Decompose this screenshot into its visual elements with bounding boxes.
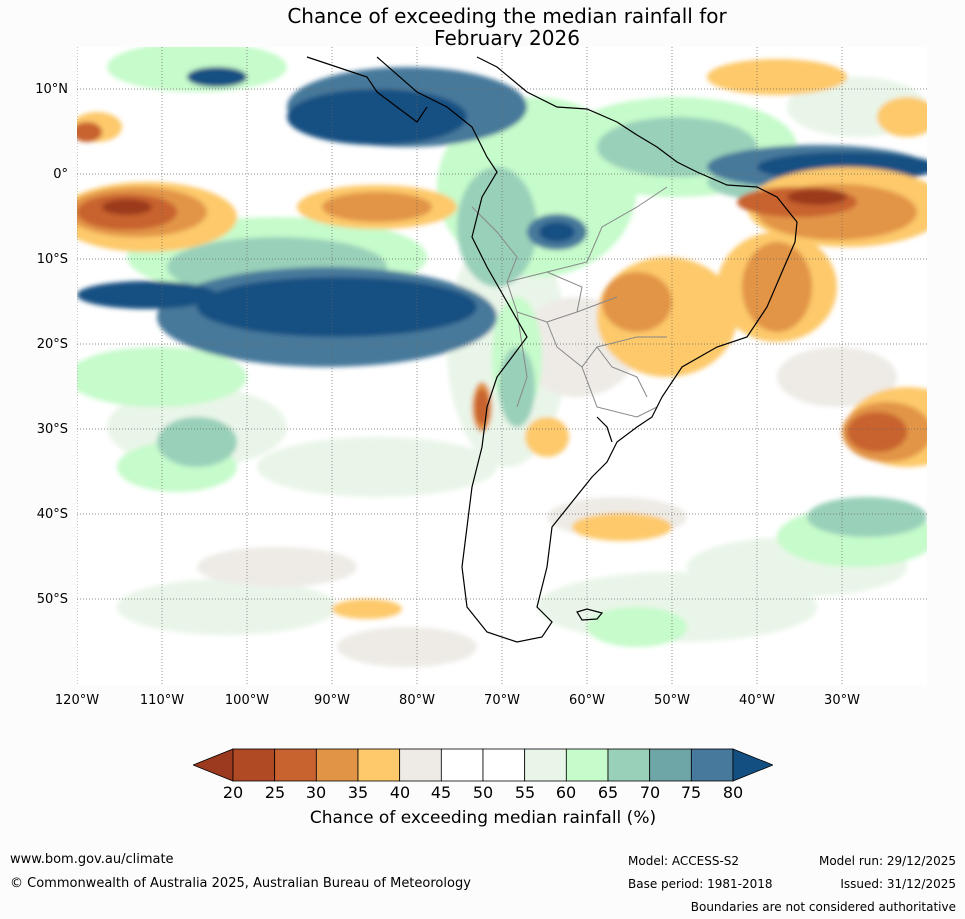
lon-label-90w: 90°W [314, 693, 350, 708]
colorbar-tick-75: 75 [680, 783, 702, 802]
lon-label-30w: 30°W [824, 693, 860, 708]
lon-label-80w: 80°W [399, 693, 435, 708]
colorbar-tick-35: 35 [347, 783, 369, 802]
grid-lines [77, 47, 927, 685]
lon-label-110w: 110°W [139, 693, 185, 708]
lon-label-60w: 60°W [569, 693, 605, 708]
colorbar-tick-80: 80 [722, 783, 744, 802]
lon-label-70w: 70°W [484, 693, 520, 708]
model-info: Model: ACCESS-S2 [628, 854, 740, 868]
map-panel [77, 47, 927, 685]
lat-label-10s: 10°S [36, 252, 68, 267]
falkland-islands [576, 608, 604, 621]
colorbar-label: Chance of exceeding median rainfall (%) [309, 808, 657, 828]
boundaries-disclaimer: Boundaries are not considered authoritat… [690, 900, 956, 914]
colorbar-tick-45: 45 [430, 783, 452, 802]
colorbar-tick-30: 30 [305, 783, 327, 802]
field-brown [102, 189, 847, 215]
lon-label-100w: 100°W [224, 693, 270, 708]
lat-label-30s: 30°S [36, 422, 68, 437]
colorbar-swatch-20-25 [232, 748, 276, 782]
lat-label-40s: 40°S [36, 507, 68, 522]
colorbar-tick-70: 70 [639, 783, 661, 802]
base-period-info: Base period: 1981-2018 [628, 877, 773, 891]
colorbar-tick-60: 60 [555, 783, 577, 802]
map-title-line-1: Chance of exceeding the median rainfall … [287, 4, 727, 28]
colorbar-swatch-40-45 [399, 748, 442, 782]
colorbar-swatch-65-70 [607, 748, 651, 782]
rainfall-probability-map [77, 47, 927, 685]
colorbar-swatch-35-40 [357, 748, 401, 782]
lon-label-120w: 120°W [54, 693, 100, 708]
lat-label-20s: 20°S [36, 337, 68, 352]
colorbar-high-extension [732, 748, 773, 782]
copyright-notice: © Commonwealth of Australia 2025, Austra… [10, 876, 471, 891]
country-borders [471, 186, 668, 418]
colorbar-tick-25: 25 [264, 783, 286, 802]
website-link[interactable]: www.bom.gov.au/climate [10, 852, 174, 867]
colorbar-swatch-70-75 [649, 748, 692, 782]
central-america-coastline [306, 56, 428, 123]
colorbar-tick-50: 50 [472, 783, 494, 802]
lon-label-50w: 50°W [654, 693, 690, 708]
lon-label-40w: 40°W [739, 693, 775, 708]
colorbar-tick-40: 40 [389, 783, 411, 802]
south-america-coastline [376, 56, 798, 643]
colorbar-swatch-50-55 [482, 748, 526, 782]
map-title-line-2: February 2026 [434, 26, 580, 50]
colorbar-low-extension [193, 748, 234, 782]
model-run-date: Model run: 29/12/2025 [818, 854, 956, 868]
colorbar-swatch-60-65 [565, 748, 609, 782]
colorbar [193, 748, 773, 782]
colorbar-tick-20: 20 [222, 783, 244, 802]
lat-label-0: 0° [53, 167, 68, 182]
colorbar-swatch-25-30 [274, 748, 317, 782]
lat-label-50s: 50°S [36, 592, 68, 607]
coastline [306, 56, 798, 643]
issued-date: Issued: 31/12/2025 [840, 877, 956, 891]
lat-label-10n: 10°N [35, 82, 68, 97]
colorbar-swatch-30-35 [315, 748, 359, 782]
lagoon-coast [596, 416, 613, 443]
colorbar-swatch-45-50 [440, 748, 484, 782]
colorbar-swatch-55-60 [524, 748, 567, 782]
colorbar-swatch-75-80 [690, 748, 734, 782]
colorbar-tick-55: 55 [514, 783, 536, 802]
colorbar-tick-65: 65 [597, 783, 619, 802]
